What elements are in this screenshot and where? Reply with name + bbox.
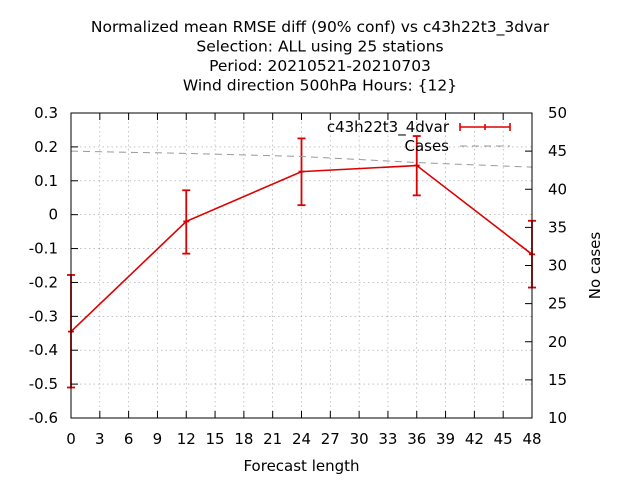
x-tick-label: 24 (292, 430, 311, 448)
y-tick-label: -0.6 (29, 409, 58, 427)
y-tick-label: 0.3 (34, 104, 58, 122)
x-tick-label: 15 (206, 430, 225, 448)
legend-label-0: c43h22t3_4dvar (327, 118, 450, 137)
y-tick-label: -0.1 (29, 240, 58, 258)
x-tick-label: 27 (321, 430, 340, 448)
x-tick-label: 3 (95, 430, 105, 448)
title-line-4: Wind direction 500hPa Hours: {12} (183, 77, 457, 95)
x-tick-label: 36 (407, 430, 426, 448)
y2-tick-label: 20 (548, 333, 567, 351)
chart-title: Normalized mean RMSE diff (90% conf) vs … (91, 18, 550, 95)
title-line-1: Normalized mean RMSE diff (90% conf) vs … (91, 18, 550, 37)
title-line-3: Period: 20210521-20210703 (209, 57, 431, 75)
axis-ticks: 0 3 6 9 12 15 18 21 24 27 30 33 36 39 42 45 48-0.6-0.5-0… (29, 104, 567, 448)
y-tick-label: -0.3 (29, 307, 58, 325)
legend-label-1: Cases (404, 137, 449, 155)
x-tick-label: 33 (378, 430, 397, 448)
x-tick-label: 9 (153, 430, 163, 448)
x-tick-label: 39 (436, 430, 455, 448)
y-tick-label: -0.5 (29, 375, 58, 393)
y-tick-label: 0.1 (34, 172, 58, 190)
y2-tick-label: 50 (548, 104, 567, 122)
title-line-2: Selection: ALL using 25 stations (196, 38, 443, 56)
y2-tick-label: 25 (548, 295, 567, 313)
x-tick-label: 45 (494, 430, 513, 448)
y-tick-label: -0.4 (29, 341, 58, 359)
x-axis-label: Forecast length (243, 457, 359, 475)
x-tick-label: 12 (177, 430, 196, 448)
y-tick-label: 0.2 (34, 138, 58, 156)
y2-tick-label: 30 (548, 257, 567, 275)
y2-tick-label: 45 (548, 142, 567, 160)
y2-tick-label: 35 (548, 218, 567, 236)
x-tick-label: 48 (522, 430, 541, 448)
cases-line (70, 150, 533, 168)
x-tick-label: 6 (124, 430, 134, 448)
y2-axis-label: No cases (586, 232, 604, 300)
y2-tick-label: 10 (548, 409, 567, 427)
y2-tick-label: 15 (548, 371, 567, 389)
y2-tick-label: 40 (548, 180, 567, 198)
x-tick-label: 30 (350, 430, 369, 448)
y-tick-label: -0.2 (29, 273, 58, 291)
y-tick-label: 0 (48, 206, 58, 224)
x-tick-label: 18 (234, 430, 253, 448)
x-tick-label: 42 (465, 430, 484, 448)
x-tick-label: 21 (263, 430, 282, 448)
x-tick-label: 0 (66, 430, 76, 448)
